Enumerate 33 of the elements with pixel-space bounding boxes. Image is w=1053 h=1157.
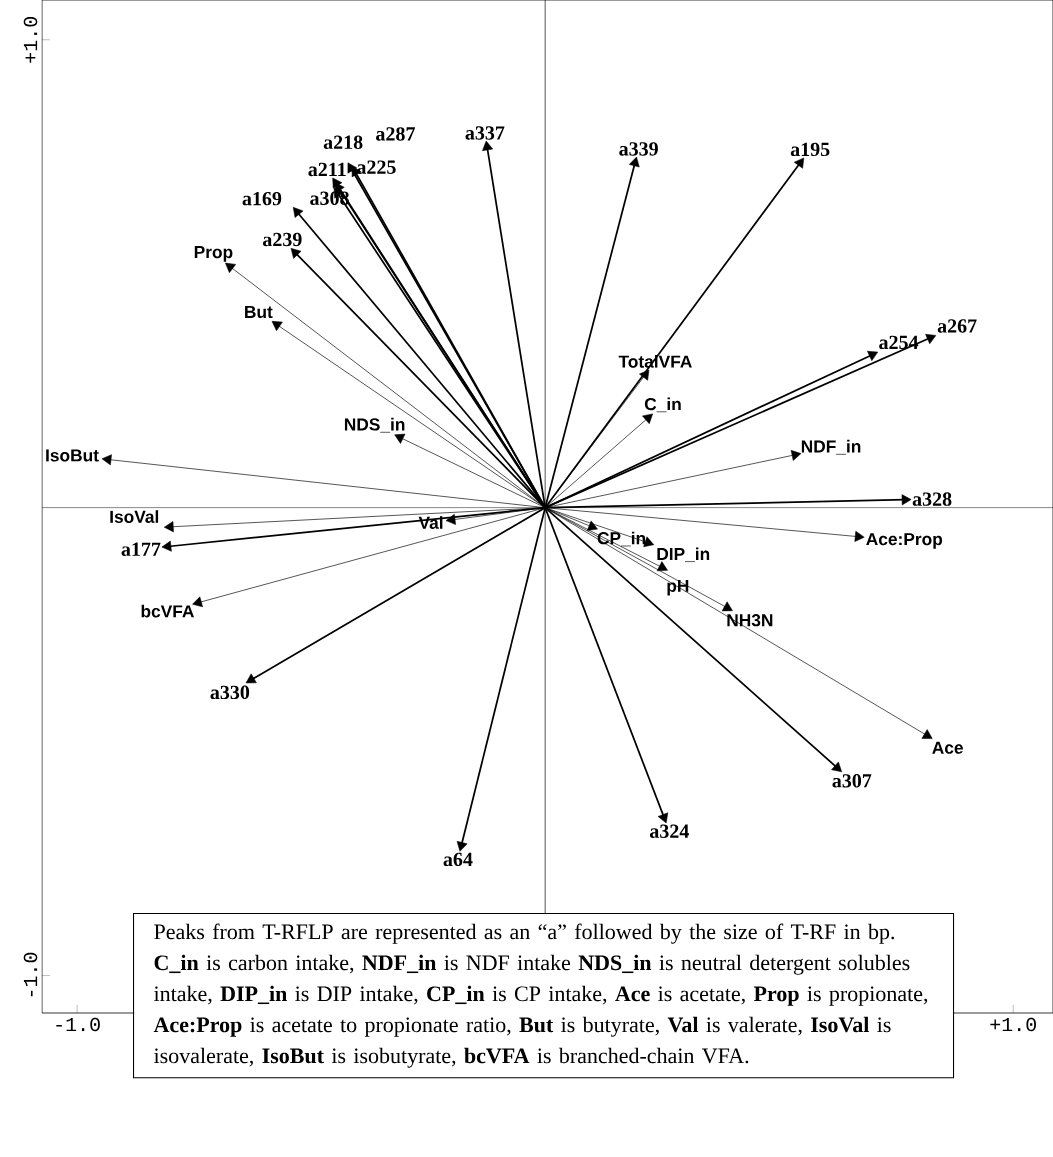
data-label: a195 xyxy=(790,142,830,157)
data-label: a64 xyxy=(443,852,473,867)
data-label: NH3N xyxy=(727,614,773,627)
data-label: Ace xyxy=(932,741,963,754)
data-label: NDS_in xyxy=(344,417,405,433)
data-label: a169 xyxy=(242,191,282,206)
data-label: a177 xyxy=(121,542,161,556)
data-label: DIP_in xyxy=(657,547,710,563)
annotation: Peaks from T-RFLP are represented as an “a” followed by the size of T-RF in bp. xyxy=(154,923,895,944)
data-label: a267 xyxy=(937,319,977,333)
data-label: C_in xyxy=(644,397,681,413)
data-label: pH xyxy=(667,579,689,596)
data-label: NDF_in xyxy=(801,439,861,455)
data-label: a339 xyxy=(619,142,658,156)
data-label: Val xyxy=(418,516,443,529)
data-label: a328 xyxy=(912,492,952,506)
data-label: a218 xyxy=(323,135,363,149)
data-label: a239 xyxy=(262,232,302,247)
data-label: a254 xyxy=(879,335,919,350)
data-label: bcVFA xyxy=(141,604,194,618)
data-label: a330 xyxy=(210,685,250,700)
data-label: a337 xyxy=(465,126,505,140)
data-label: But xyxy=(245,305,273,319)
data-label: IsoVal xyxy=(110,510,159,523)
data-label: Ace:Prop xyxy=(866,533,943,549)
text: C_in is carbon intake, NDF_in is NDF intake NDS_in is neutral detergent solubles intake, DIP_in is DIP intake, CP_in is CP intake, Ace is acetate, Prop is propionate, Ace:Prop is acetate to propionate ratio, But is butyrate, Val is valerate, IsoVal is isovalerate, IsoBut is isobutyrate, bcVFA is branched-chain VFA. xyxy=(153,954,928,1068)
data-label: IsoBut xyxy=(46,449,99,462)
data-label: a324 xyxy=(649,824,689,838)
data-label: a307 xyxy=(832,774,872,788)
data-label: a287 xyxy=(376,127,415,141)
data-label: a211 xyxy=(308,162,346,177)
data-label: a225 xyxy=(357,160,396,174)
data-label: Prop xyxy=(194,246,233,262)
